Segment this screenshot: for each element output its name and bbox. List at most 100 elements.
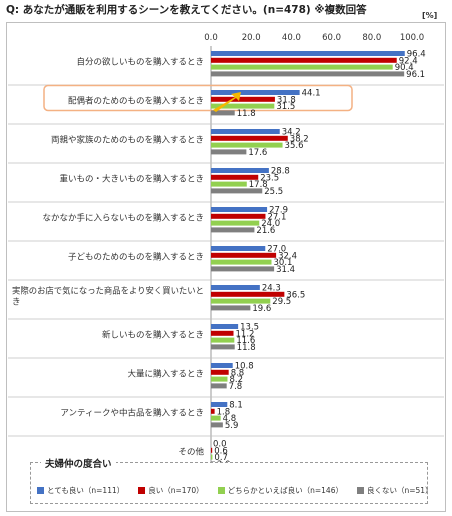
bar xyxy=(211,246,266,251)
highlight-arrow xyxy=(213,92,241,112)
bar xyxy=(211,383,227,389)
legend: 夫婦仲の度合い とても良い（n=111） 良い（n=170） どちらかといえば良… xyxy=(30,456,433,504)
data-label: 36.5 xyxy=(286,290,305,300)
data-label: 27.9 xyxy=(269,206,288,216)
data-label: 27.1 xyxy=(267,212,286,222)
data-label: 11.2 xyxy=(236,329,255,339)
legend-swatch xyxy=(37,487,44,494)
legend-swatch xyxy=(356,487,364,494)
x-tick-label: 20.0 xyxy=(242,33,261,43)
data-label: 11.8 xyxy=(237,109,256,119)
data-label: 31.5 xyxy=(276,102,295,112)
x-tick-label: 0.0 xyxy=(204,33,218,43)
highlight-box xyxy=(43,84,353,112)
bar xyxy=(211,110,235,116)
category-label-continued: き xyxy=(12,298,21,308)
data-label: 23.5 xyxy=(260,173,279,183)
data-label: 11.8 xyxy=(237,343,256,353)
bar xyxy=(211,363,233,368)
data-label: 13.5 xyxy=(240,323,259,333)
data-label: 35.6 xyxy=(285,141,304,151)
x-tick-label: 60.0 xyxy=(322,33,341,43)
bar xyxy=(211,174,259,180)
bar xyxy=(211,415,221,421)
bar xyxy=(211,447,213,453)
bar xyxy=(211,188,263,194)
bar xyxy=(211,324,239,329)
data-label: 0.0 xyxy=(213,440,227,450)
data-label: 32.4 xyxy=(278,251,297,261)
category-label: 両親や家族のためのものを購入するとき xyxy=(51,135,204,146)
data-label: 7.8 xyxy=(229,382,243,392)
data-label: 25.5 xyxy=(264,187,283,197)
bar xyxy=(211,207,268,212)
category-label: 自分の欲しいものを購入するとき xyxy=(76,57,204,68)
data-label: 92.4 xyxy=(399,56,418,66)
bar xyxy=(211,135,288,141)
chart-frame xyxy=(6,22,446,512)
category-label: 実際のお店で気になった商品をより安く買いたいと xyxy=(12,286,204,297)
bar xyxy=(211,330,234,336)
bar xyxy=(211,408,215,414)
data-label: 8.8 xyxy=(231,368,245,378)
bar xyxy=(211,57,397,63)
category-label: なかなか手に入らないものを購入するとき xyxy=(42,213,204,224)
bar xyxy=(211,51,405,56)
question-prefix: Q: xyxy=(6,4,20,16)
data-label: 1.8 xyxy=(217,407,231,417)
bar xyxy=(211,285,260,290)
bar xyxy=(211,369,229,375)
bar xyxy=(211,96,275,102)
bar xyxy=(211,259,272,265)
data-label: 11.6 xyxy=(236,336,255,346)
legend-items: とても良い（n=111） 良い（n=170） どちらかといえば良い（n=146）… xyxy=(37,485,433,496)
category-label: 大量に購入するとき xyxy=(127,369,204,380)
data-label: 5.9 xyxy=(225,421,239,431)
bar xyxy=(211,227,255,233)
data-label: 0.7 xyxy=(214,453,228,463)
data-label: 30.1 xyxy=(274,258,293,268)
category-label: その他 xyxy=(178,447,204,458)
question-text: あなたが通販を利用するシーンを教えてください。(n=478) ※複数回答 xyxy=(22,4,367,16)
bar xyxy=(211,337,235,343)
legend-label: とても良い（n=111） xyxy=(47,486,125,495)
legend-item: とても良い（n=111） xyxy=(37,485,124,496)
category-label: 子どものためのものを購入するとき xyxy=(68,252,204,263)
data-label: 8.1 xyxy=(229,401,243,411)
bar xyxy=(211,142,283,148)
unit-label: [%] xyxy=(422,11,438,20)
bar xyxy=(211,402,228,407)
data-label: 17.6 xyxy=(248,148,267,158)
bar xyxy=(211,344,235,350)
data-label: 19.6 xyxy=(252,304,271,314)
x-tick-label: 100.0 xyxy=(400,33,424,43)
data-label: 8.2 xyxy=(229,375,243,385)
legend-item: どちらかといえば良い（n=146） xyxy=(217,485,343,496)
bar xyxy=(211,103,275,109)
bar xyxy=(211,149,247,155)
data-label: 96.1 xyxy=(406,70,425,80)
question-title: Q: あなたが通販を利用するシーンを教えてください。(n=478) ※複数回答 xyxy=(6,2,367,17)
data-label: 34.2 xyxy=(282,128,301,138)
data-label: 90.4 xyxy=(395,63,414,73)
data-label: 0.6 xyxy=(214,446,228,456)
bar xyxy=(211,454,213,460)
legend-label: 良い（n=170） xyxy=(148,486,204,495)
category-label: 重いもの・大きいものを購入するとき xyxy=(59,174,204,185)
data-label: 31.8 xyxy=(277,95,296,105)
bar xyxy=(211,64,393,70)
data-label: 21.6 xyxy=(256,226,275,236)
bar xyxy=(211,266,275,272)
data-label: 29.5 xyxy=(272,297,291,307)
data-label: 24.3 xyxy=(262,284,281,294)
bar xyxy=(211,213,266,219)
data-label: 10.8 xyxy=(235,362,254,372)
x-tick-label: 40.0 xyxy=(282,33,301,43)
category-label: 配偶者のためのものを購入するとき xyxy=(68,96,204,107)
bar xyxy=(211,305,251,311)
legend-label: 良くない（n=51） xyxy=(366,486,433,495)
bar xyxy=(211,422,223,428)
bar xyxy=(211,220,260,226)
bar xyxy=(211,90,300,95)
